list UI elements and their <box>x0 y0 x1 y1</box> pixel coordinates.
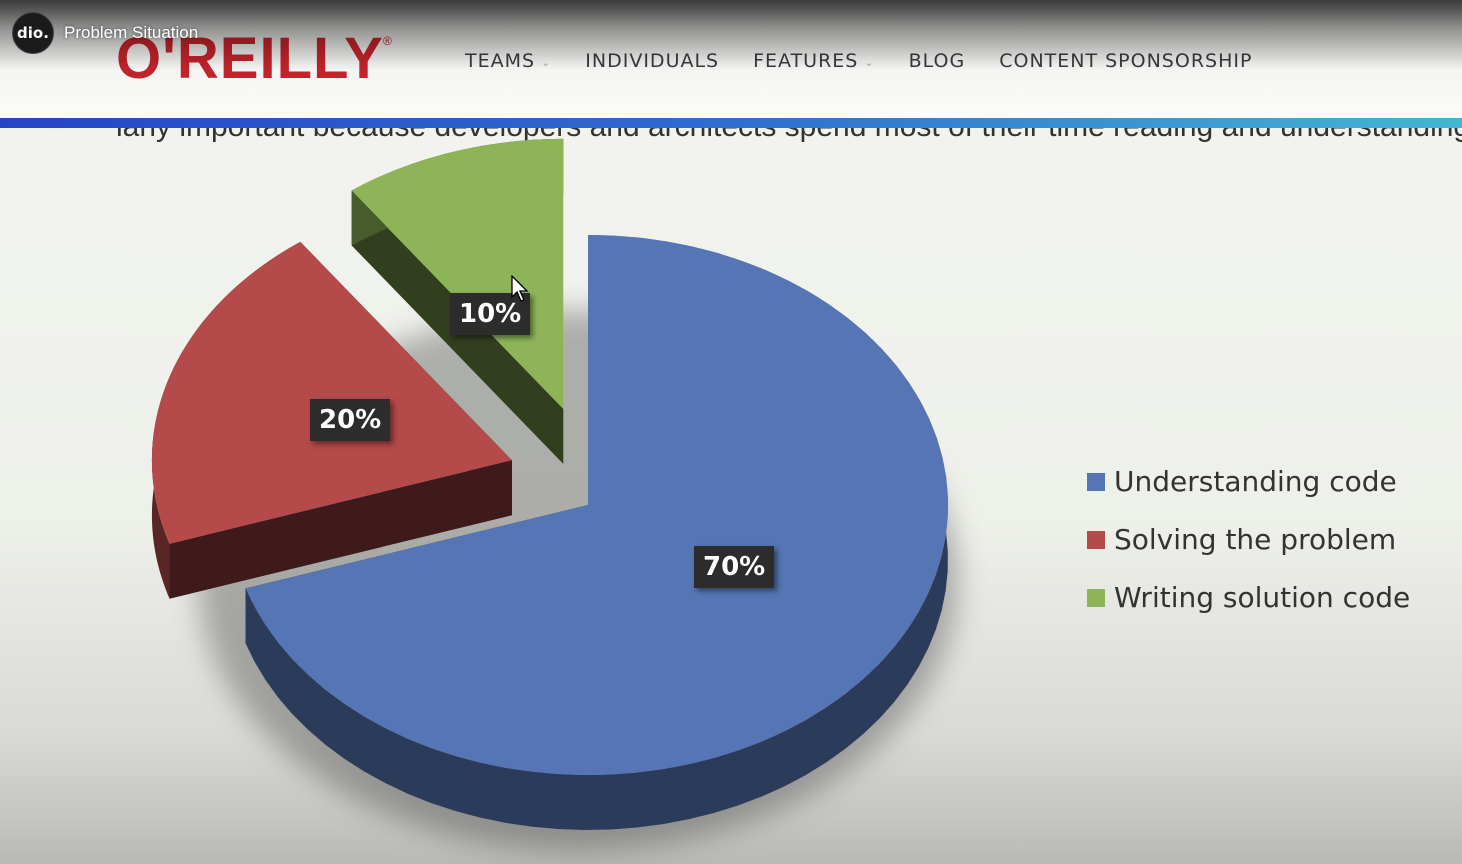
data-label-solving: 20% <box>310 399 391 441</box>
chevron-down-icon: ⌄ <box>541 55 552 69</box>
legend-label: Solving the problem <box>1114 523 1397 556</box>
registered-mark: ® <box>383 34 392 48</box>
legend-item-understanding: Understanding code <box>1087 465 1397 498</box>
nav-item-content-sponsorship[interactable]: CONTENT SPONSORSHIP <box>999 50 1252 72</box>
nav-item-blog[interactable]: BLOG <box>909 50 966 72</box>
legend-swatch <box>1087 530 1105 549</box>
legend-swatch <box>1087 472 1105 491</box>
video-title[interactable]: Problem Situation <box>64 23 199 42</box>
nav-item-features[interactable]: FEATURES ⌄ <box>753 50 874 72</box>
legend-swatch <box>1087 588 1105 607</box>
nav-item-individuals[interactable]: INDIVIDUALS <box>585 50 719 72</box>
legend-item-writing: Writing solution code <box>1087 581 1410 614</box>
data-label-understanding: 70% <box>694 546 775 588</box>
legend-label: Writing solution code <box>1114 581 1411 614</box>
chevron-down-icon: ⌄ <box>864 55 875 69</box>
pie-slice-wall <box>169 460 512 599</box>
main-nav: TEAMS ⌄ INDIVIDUALS FEATURES ⌄ BLOG CONT… <box>465 50 1286 72</box>
site-header: O'REILLY ® TEAMS ⌄ INDIVIDUALS FEATURES … <box>0 0 1462 118</box>
channel-avatar[interactable]: dio. <box>12 12 54 54</box>
video-title-bar: dio. Problem Situation <box>12 12 198 54</box>
pie-slice-top <box>245 235 949 775</box>
nav-item-teams[interactable]: TEAMS ⌄ <box>465 50 551 72</box>
header-divider <box>0 118 1462 128</box>
nav-item-label: CONTENT SPONSORSHIP <box>999 50 1253 72</box>
nav-item-label: TEAMS <box>465 50 536 72</box>
mouse-cursor-icon <box>511 275 529 302</box>
pie-slice-top <box>351 138 564 409</box>
legend-item-solving: Solving the problem <box>1087 523 1396 556</box>
pie-slice-solving <box>151 241 512 599</box>
nav-item-label: INDIVIDUALS <box>585 50 720 72</box>
legend-label: Understanding code <box>1114 465 1397 498</box>
nav-item-label: BLOG <box>908 50 966 72</box>
nav-item-label: FEATURES <box>753 50 859 72</box>
pie-slice-top <box>151 241 512 544</box>
data-label-writing: 10% <box>450 293 531 335</box>
pie-slice-understanding <box>245 235 949 830</box>
